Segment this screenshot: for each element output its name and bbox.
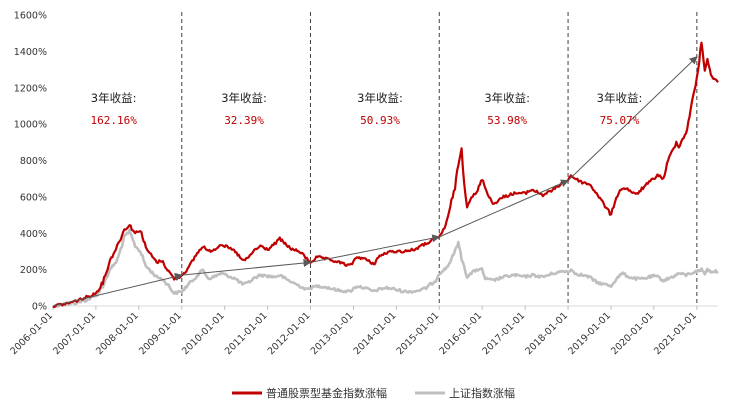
x-tick-label: 2019-01-01	[566, 310, 613, 357]
y-tick-label: 400%	[20, 229, 47, 240]
x-tick-label: 2017-01-01	[480, 310, 527, 357]
x-tick-label: 2021-01-01	[652, 310, 699, 357]
annotation-label: 3年收益:	[91, 91, 137, 105]
annotation-label: 3年收益:	[597, 91, 643, 105]
trend-arrow	[52, 272, 183, 307]
annotation-value: 50.93%	[360, 114, 400, 127]
x-tick-label: 2018-01-01	[523, 310, 570, 357]
trend-arrow	[567, 56, 698, 181]
legend: 普通股票型基金指数涨幅 上证指数涨幅	[232, 386, 515, 400]
annotation-value: 53.98%	[487, 114, 527, 127]
x-tick-label: 2011-01-01	[223, 310, 270, 357]
x-tick-label: 2015-01-01	[395, 310, 442, 357]
x-tick-label: 2009-01-01	[137, 310, 184, 357]
y-tick-label: 1000%	[14, 120, 47, 131]
y-tick-label: 0%	[32, 302, 47, 313]
annotation-label: 3年收益:	[484, 91, 530, 105]
series-line-shanghai-index	[52, 228, 719, 308]
trend-arrow	[439, 179, 569, 238]
trend-arrows	[52, 56, 698, 307]
annotation-value: 162.16%	[90, 114, 137, 127]
x-tick-label: 2008-01-01	[94, 310, 141, 357]
annotation-value: 75.07%	[600, 114, 640, 127]
trend-arrow	[310, 234, 441, 263]
x-tick-label: 2016-01-01	[437, 310, 484, 357]
trend-arrow	[181, 259, 312, 276]
period-annotations: 3年收益: 162.16% 3年收益: 32.39% 3年收益: 50.93% 3年收益: 5…	[90, 91, 642, 127]
x-axis: 2006-01-012007-01-012008-01-012009-01-01…	[8, 305, 718, 357]
x-tick-label: 2006-01-01	[8, 310, 55, 357]
legend-label-fund-index: 普通股票型基金指数涨幅	[266, 386, 387, 400]
annotation-label: 3年收益:	[221, 91, 267, 105]
x-tick-label: 2010-01-01	[180, 310, 227, 357]
annotation-label: 3年收益:	[357, 91, 403, 105]
y-tick-label: 1600%	[14, 11, 47, 22]
annotation-value: 32.39%	[224, 114, 264, 127]
y-tick-label: 1200%	[14, 83, 47, 94]
legend-label-shanghai-index: 上证指数涨幅	[449, 386, 515, 400]
x-tick-label: 2020-01-01	[609, 310, 656, 357]
series-layer	[52, 41, 719, 309]
y-tick-label: 800%	[20, 156, 47, 167]
x-tick-label: 2007-01-01	[51, 310, 98, 357]
series-line-fund-index	[52, 41, 719, 309]
x-tick-label: 2012-01-01	[266, 310, 313, 357]
y-tick-label: 600%	[20, 192, 47, 203]
y-tick-label: 200%	[20, 265, 47, 276]
period-dividers	[181, 12, 698, 306]
x-tick-label: 2013-01-01	[309, 310, 356, 357]
x-tick-label: 2014-01-01	[352, 310, 399, 357]
y-axis: 0% 200% 400% 600% 800% 1000% 1200% 1400% 1600%	[14, 11, 47, 313]
y-tick-label: 1400%	[14, 47, 47, 58]
